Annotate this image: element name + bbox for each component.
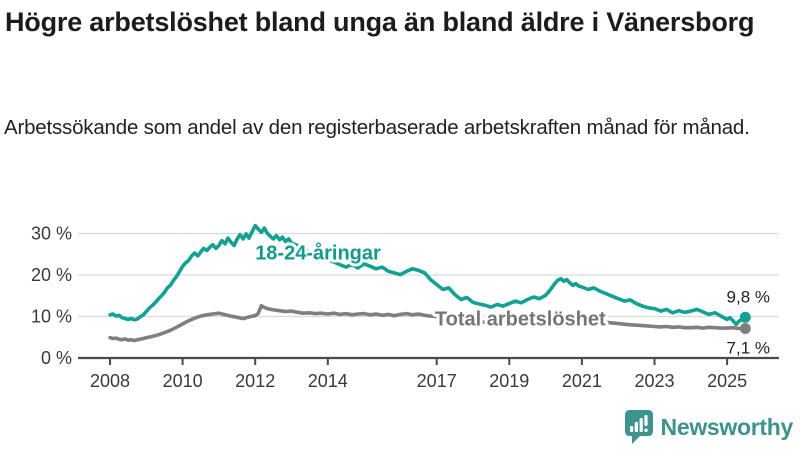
x-tick-label: 2025 — [707, 371, 747, 391]
logo-bar-tall — [639, 418, 643, 432]
logo-bubble-shape — [624, 410, 653, 444]
logo-bar-small — [629, 426, 633, 432]
x-tick-label: 2023 — [634, 371, 674, 391]
brand-name: Newsworthy — [660, 413, 794, 440]
end-dot-young — [739, 311, 751, 323]
x-tick-label: 2010 — [163, 371, 203, 391]
logo-exclamation-bar — [643, 415, 648, 426]
chart-subtitle: Arbetssökande som andel av den registerb… — [4, 116, 750, 139]
x-tick-label: 2014 — [308, 371, 348, 391]
series-line-young — [108, 223, 748, 327]
logo-exclamation-dot — [643, 428, 648, 432]
line-chart-canvas: 2008 2010 2012 2014 2017 2019 2021 2023 2025 0 % 1… — [31, 223, 779, 391]
x-tick-label: 2021 — [562, 371, 602, 391]
unemployment-line-chart: 2008 2010 2012 2014 2017 2019 2021 2023 2025 0 % 1… — [0, 188, 800, 400]
y-tick-label: 10 % — [31, 307, 72, 327]
x-tick-label: 2008 — [90, 371, 130, 391]
x-tick-label: 2019 — [489, 371, 529, 391]
x-tick-label: 2012 — [235, 371, 275, 391]
series-label-young: 18-24-åringar — [255, 242, 381, 265]
chart-title: Högre arbetslöshet bland unga än bland ä… — [5, 7, 755, 37]
newsworthy-logo-icon — [624, 410, 653, 444]
logo-bar-medium — [634, 422, 638, 432]
y-tick-label: 20 % — [31, 265, 72, 285]
series-line-total — [108, 303, 748, 343]
y-tick-label: 30 % — [31, 224, 72, 244]
end-value-label-total: 7,1 % — [727, 339, 770, 358]
x-tick-label: 2017 — [417, 371, 457, 391]
series-label-total: Total arbetslöshet — [435, 309, 606, 331]
end-value-label-young: 9,8 % — [727, 287, 770, 306]
y-tick-label: 0 % — [41, 348, 72, 368]
brand-footer: Newsworthy — [624, 409, 793, 445]
end-dot-total — [739, 323, 751, 334]
